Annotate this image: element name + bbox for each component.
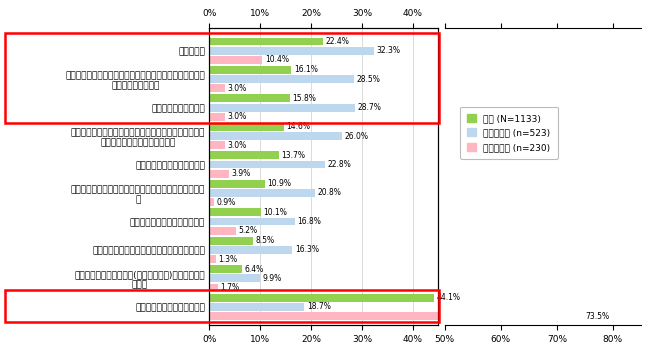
- Bar: [209, 237, 252, 245]
- Text: 26.0%: 26.0%: [344, 131, 368, 140]
- Text: 3.0%: 3.0%: [227, 141, 247, 150]
- Bar: [209, 265, 242, 273]
- Text: 32.3%: 32.3%: [376, 46, 400, 55]
- Bar: [209, 123, 284, 131]
- Bar: [209, 284, 218, 291]
- Text: 44.1%: 44.1%: [436, 293, 460, 302]
- Bar: [209, 294, 434, 301]
- Bar: [209, 56, 262, 64]
- Text: 5.2%: 5.2%: [238, 226, 258, 235]
- Text: 6.4%: 6.4%: [245, 265, 264, 274]
- Text: 10.9%: 10.9%: [267, 179, 291, 188]
- Bar: [209, 227, 235, 235]
- Text: 28.7%: 28.7%: [358, 103, 382, 112]
- Bar: [209, 142, 224, 149]
- Text: 16.3%: 16.3%: [295, 245, 318, 254]
- Bar: [209, 218, 295, 225]
- Text: 8.5%: 8.5%: [255, 236, 274, 245]
- Bar: [209, 170, 229, 177]
- Bar: [209, 255, 216, 263]
- Bar: [209, 113, 224, 121]
- Text: 22.8%: 22.8%: [328, 160, 352, 169]
- Bar: [209, 312, 583, 320]
- Text: 0.9%: 0.9%: [216, 198, 235, 207]
- Text: 20.8%: 20.8%: [318, 189, 341, 198]
- Bar: [209, 180, 265, 188]
- Bar: [209, 66, 291, 74]
- Text: 13.7%: 13.7%: [281, 151, 305, 160]
- Bar: [209, 84, 224, 92]
- Legend: 全体 (N=1133), 働きやすい (n=523), 働きにくい (n=230): 全体 (N=1133), 働きやすい (n=523), 働きにくい (n=230…: [460, 107, 557, 159]
- Text: 28.5%: 28.5%: [357, 75, 381, 84]
- Bar: [209, 208, 261, 216]
- Text: 10.4%: 10.4%: [265, 55, 288, 64]
- Text: 3.0%: 3.0%: [227, 112, 247, 121]
- Text: 16.8%: 16.8%: [298, 217, 321, 226]
- Bar: [209, 75, 354, 83]
- Text: 18.7%: 18.7%: [307, 302, 331, 311]
- Text: 22.4%: 22.4%: [326, 37, 350, 46]
- Bar: [209, 152, 279, 159]
- Bar: [209, 274, 260, 282]
- Bar: [209, 132, 341, 140]
- Text: 10.1%: 10.1%: [263, 208, 287, 217]
- Text: 9.9%: 9.9%: [262, 274, 281, 283]
- Text: 1.3%: 1.3%: [218, 255, 237, 264]
- Text: 3.0%: 3.0%: [227, 84, 247, 93]
- Bar: [209, 161, 325, 169]
- Text: 3.9%: 3.9%: [232, 169, 251, 178]
- Bar: [209, 38, 323, 45]
- Bar: [209, 47, 373, 55]
- Text: 15.8%: 15.8%: [292, 94, 316, 103]
- Text: 14.6%: 14.6%: [286, 122, 310, 131]
- Text: 1.7%: 1.7%: [220, 283, 239, 292]
- Bar: [209, 246, 292, 254]
- Bar: [209, 189, 315, 197]
- Text: 16.1%: 16.1%: [294, 65, 318, 74]
- Bar: [209, 303, 304, 311]
- Bar: [209, 198, 214, 206]
- Text: 73.5%: 73.5%: [586, 311, 610, 320]
- Bar: [209, 94, 290, 102]
- Bar: [209, 104, 355, 111]
